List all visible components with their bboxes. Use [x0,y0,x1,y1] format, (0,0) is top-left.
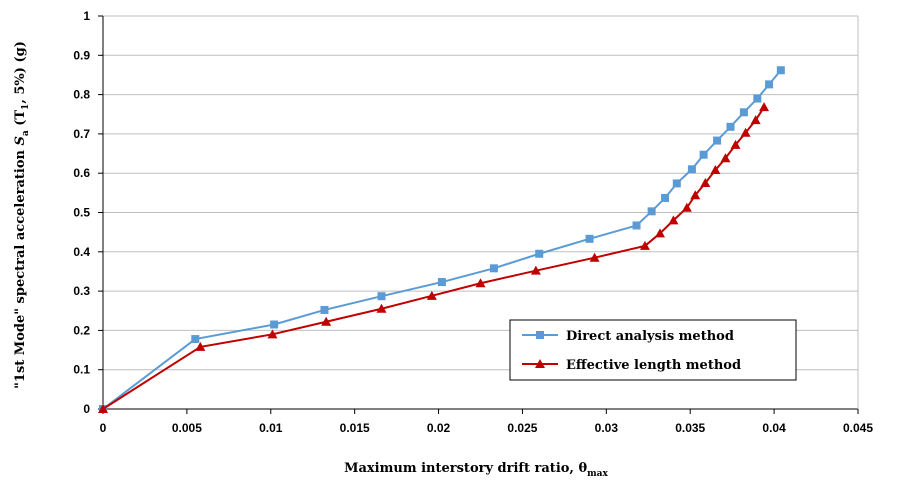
point-1-18 [740,127,751,137]
point-1-3 [321,316,332,326]
legend: Direct analysis method Effective length … [509,319,797,381]
point-1-9 [639,240,650,250]
point-1-1 [195,341,206,351]
y-tick-label-7: 0.7 [73,127,90,141]
point-0-20 [776,66,785,75]
y-tick-label-1: 0.1 [73,363,90,377]
point-0-4 [377,292,386,301]
point-0-11 [661,193,670,202]
point-0-9 [632,221,641,230]
point-1-16 [720,153,731,163]
legend-entry-direct: Direct analysis method [522,329,734,344]
legend-entry-effective: Effective length method [522,358,741,373]
point-0-7 [535,249,544,258]
x-tick-label-2: 0.01 [259,421,283,435]
point-1-10 [655,228,666,238]
point-0-8 [585,234,594,243]
x-tick-label-0: 0 [100,421,107,435]
point-0-3 [320,305,329,314]
legend-label-direct: Direct analysis method [566,329,734,344]
series-1 [98,102,770,413]
point-1-20 [759,102,770,112]
point-1-4 [376,303,387,313]
x-tick-label-1: 0.005 [172,421,202,435]
x-axis-label: Maximum interstory drift ratio, θmax [344,461,608,479]
point-1-15 [710,165,721,175]
y-tick-label-8: 0.8 [73,88,90,102]
y-tick-label-9: 0.9 [73,48,90,62]
point-0-14 [699,150,708,159]
point-0-15 [713,136,722,145]
legend-label-effective: Effective length method [566,358,741,373]
point-1-8 [589,252,600,262]
point-1-2 [267,329,278,339]
point-0-19 [765,80,774,89]
y-tick-labels: 0 0.1 0.2 0.3 0.4 0.5 0.6 0.7 0.8 0.9 1 [73,9,90,416]
y-tick-label-10: 1 [83,9,90,23]
x-tick-label-8: 0.04 [762,421,786,435]
point-1-11 [668,215,679,225]
y-tick-label-0: 0 [83,402,90,416]
x-tick-label-7: 0.035 [675,421,705,435]
point-0-2 [270,320,279,329]
y-tick-label-5: 0.5 [73,206,90,220]
point-0-12 [672,179,681,188]
point-1-13 [690,190,701,200]
point-0-6 [489,264,498,273]
series-layer [98,66,785,413]
point-1-17 [730,139,741,149]
point-0-17 [739,108,748,117]
point-0-5 [437,278,446,287]
y-axis-label: "1st Mode" spectral acceleration Sa (T1,… [13,41,31,389]
legend-marker-effective [535,359,545,368]
point-1-14 [700,178,711,188]
legend-box [509,319,797,381]
point-1-12 [681,202,692,212]
y-tick-label-2: 0.2 [73,323,90,337]
y-tick-label-4: 0.4 [73,245,90,259]
legend-marker-direct [536,331,544,339]
x-tick-label-5: 0.025 [507,421,537,435]
x-tick-label-4: 0.02 [427,421,451,435]
axes [98,15,859,414]
y-tick-label-6: 0.6 [73,166,90,180]
y-tick-label-3: 0.3 [73,284,90,298]
point-1-7 [530,265,541,275]
point-1-19 [750,115,761,125]
point-0-13 [687,165,696,174]
x-tick-label-6: 0.03 [595,421,619,435]
point-0-16 [726,122,735,131]
point-1-6 [475,278,486,288]
point-1-5 [426,290,437,300]
x-tick-label-3: 0.015 [340,421,370,435]
point-0-1 [191,335,200,344]
grid-lines [103,15,858,371]
point-1-0 [98,404,108,413]
point-0-10 [647,207,656,216]
x-tick-labels: 0 0.005 0.01 0.015 0.02 0.025 0.03 0.035 0.04 0.0… [100,421,874,435]
x-tick-label-9: 0.045 [843,421,873,435]
point-0-18 [753,94,762,103]
series-0 [99,66,785,413]
